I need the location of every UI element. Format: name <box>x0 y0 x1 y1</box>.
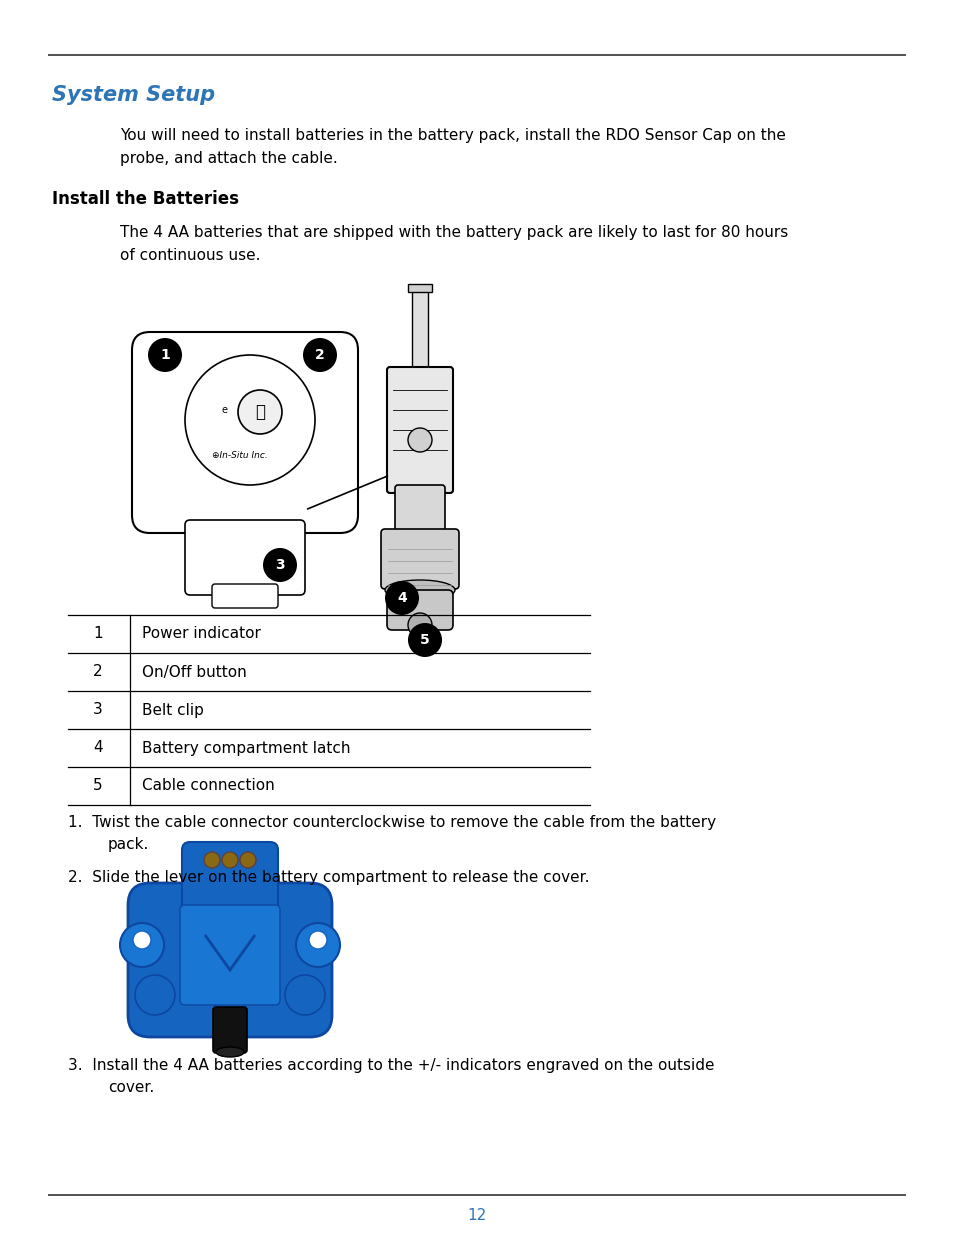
Text: 2: 2 <box>314 348 325 362</box>
FancyBboxPatch shape <box>128 883 332 1037</box>
Circle shape <box>222 852 237 868</box>
Text: 4: 4 <box>396 592 406 605</box>
FancyBboxPatch shape <box>395 485 444 534</box>
Ellipse shape <box>215 1047 244 1057</box>
Text: ⏻: ⏻ <box>254 403 265 421</box>
Circle shape <box>185 354 314 485</box>
Text: System Setup: System Setup <box>52 85 214 105</box>
Text: pack.: pack. <box>108 837 150 852</box>
Circle shape <box>303 338 336 372</box>
Text: 1: 1 <box>93 626 103 641</box>
Circle shape <box>408 622 441 657</box>
Circle shape <box>148 338 182 372</box>
Circle shape <box>309 931 327 948</box>
Circle shape <box>132 931 151 948</box>
Text: You will need to install batteries in the battery pack, install the RDO Sensor C: You will need to install batteries in th… <box>120 128 785 143</box>
Circle shape <box>120 923 164 967</box>
FancyBboxPatch shape <box>387 590 453 630</box>
FancyBboxPatch shape <box>185 520 305 595</box>
Text: 5: 5 <box>93 778 103 794</box>
Text: 2.  Slide the lever on the battery compartment to release the cover.: 2. Slide the lever on the battery compar… <box>68 869 589 885</box>
Text: Power indicator: Power indicator <box>142 626 260 641</box>
Text: 3: 3 <box>274 558 285 572</box>
FancyBboxPatch shape <box>180 905 280 1005</box>
Circle shape <box>135 974 174 1015</box>
Circle shape <box>204 852 220 868</box>
Circle shape <box>408 429 432 452</box>
Text: of continuous use.: of continuous use. <box>120 248 260 263</box>
Text: probe, and attach the cable.: probe, and attach the cable. <box>120 151 337 165</box>
Text: 1.  Twist the cable connector counterclockwise to remove the cable from the batt: 1. Twist the cable connector countercloc… <box>68 815 716 830</box>
Text: Install the Batteries: Install the Batteries <box>52 190 239 207</box>
Text: ⊕In-Situ Inc.: ⊕In-Situ Inc. <box>212 451 268 459</box>
Text: 3.  Install the 4 AA batteries according to the +/- indicators engraved on the o: 3. Install the 4 AA batteries according … <box>68 1058 714 1073</box>
Text: Belt clip: Belt clip <box>142 703 204 718</box>
Circle shape <box>240 852 255 868</box>
Text: Cable connection: Cable connection <box>142 778 274 794</box>
Circle shape <box>295 923 339 967</box>
Text: 5: 5 <box>419 634 430 647</box>
Text: 3: 3 <box>93 703 103 718</box>
Circle shape <box>285 974 325 1015</box>
Circle shape <box>263 548 296 582</box>
Circle shape <box>237 390 282 433</box>
Text: On/Off button: On/Off button <box>142 664 247 679</box>
FancyBboxPatch shape <box>213 1007 247 1053</box>
FancyBboxPatch shape <box>212 584 277 608</box>
Text: 2: 2 <box>93 664 103 679</box>
FancyBboxPatch shape <box>182 842 277 913</box>
Text: Battery compartment latch: Battery compartment latch <box>142 741 350 756</box>
FancyBboxPatch shape <box>387 367 453 493</box>
FancyBboxPatch shape <box>380 529 458 589</box>
Circle shape <box>408 613 432 637</box>
Ellipse shape <box>385 580 455 600</box>
Circle shape <box>385 580 418 615</box>
Text: The 4 AA batteries that are shipped with the battery pack are likely to last for: The 4 AA batteries that are shipped with… <box>120 225 787 240</box>
FancyBboxPatch shape <box>408 284 432 291</box>
Text: e: e <box>222 405 228 415</box>
Text: 1: 1 <box>160 348 170 362</box>
Text: cover.: cover. <box>108 1079 154 1095</box>
FancyBboxPatch shape <box>412 290 428 370</box>
Text: 12: 12 <box>467 1208 486 1223</box>
FancyBboxPatch shape <box>132 332 357 534</box>
Text: 4: 4 <box>93 741 103 756</box>
